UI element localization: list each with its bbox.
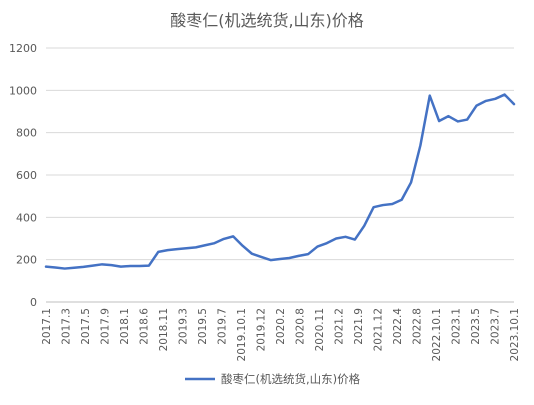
x-axis-tick-labels: 2017.1 2017.3 2017.5 2017.9 2018.1 2018.6 2018… [41, 308, 521, 362]
x-tick-label: 2022.8 [412, 308, 424, 345]
x-tick-label: 2019.7 [217, 308, 229, 345]
x-tick-label: 2022.4 [392, 308, 404, 345]
y-tick-label: 400 [16, 211, 37, 224]
x-tick-label: 2023.1 [451, 308, 463, 345]
chart-title: 酸枣仁(机选统货,山东)价格 [170, 11, 364, 30]
series-layer [46, 95, 514, 269]
legend: 酸枣仁(机选统货,山东)价格 [185, 372, 361, 386]
x-tick-label: 2020.8 [295, 308, 307, 345]
x-tick-label: 2022.10.1 [431, 308, 443, 361]
x-tick-label: 2023.7 [490, 308, 502, 345]
x-tick-label: 2019.3 [178, 308, 190, 345]
x-tick-label: 2017.1 [41, 308, 53, 345]
x-tick-label: 2021.9 [353, 308, 365, 345]
x-tick-label: 2019.12 [256, 308, 268, 351]
y-tick-label: 600 [16, 169, 37, 182]
y-tick-label: 0 [30, 296, 37, 309]
x-tick-label: 2021.2 [334, 308, 346, 345]
x-tick-label: 2021.12 [373, 308, 385, 351]
x-tick-label: 2018.11 [158, 308, 170, 351]
y-tick-label: 1000 [9, 84, 37, 97]
x-tick-label: 2020.2 [275, 308, 287, 345]
x-tick-label: 2018.6 [139, 308, 151, 345]
gridlines [46, 48, 514, 302]
x-tick-label: 2020.11 [314, 308, 326, 351]
legend-label: 酸枣仁(机选统货,山东)价格 [221, 372, 361, 386]
y-tick-label: 200 [16, 254, 37, 267]
x-tick-label: 2017.9 [100, 308, 112, 345]
x-tick-label: 2019.10.1 [236, 308, 248, 361]
x-tick-label: 2018.1 [119, 308, 131, 345]
x-tick-label: 2017.5 [80, 308, 92, 345]
x-tick-label: 2019.5 [197, 308, 209, 345]
x-tick-label: 2017.3 [61, 308, 73, 345]
x-tick-label: 2023.5 [470, 308, 482, 345]
y-tick-label: 800 [16, 127, 37, 140]
x-tick-label: 2023.10.1 [509, 308, 521, 361]
series-line [46, 95, 514, 269]
y-axis-tick-labels: 0 200 400 600 800 1000 1200 [9, 42, 37, 309]
y-tick-label: 1200 [9, 42, 37, 55]
